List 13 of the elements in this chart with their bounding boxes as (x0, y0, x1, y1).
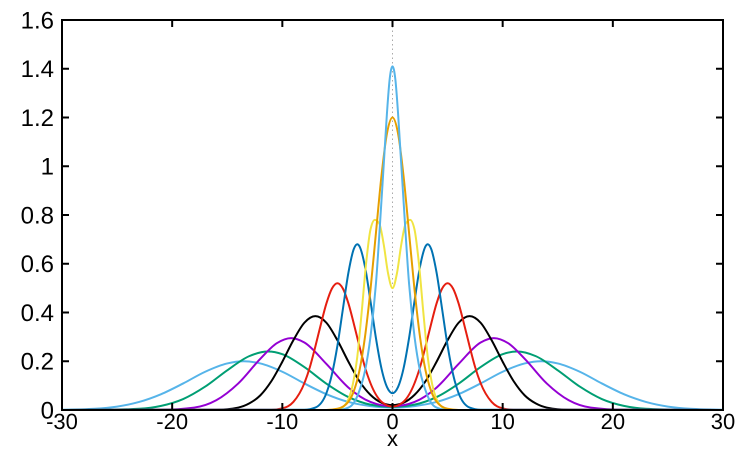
y-tick-label: 0.4 (20, 300, 54, 327)
y-tick-label: 0.2 (20, 348, 54, 376)
y-tick-label: 1.4 (20, 56, 54, 84)
y-tick-label: 1 (40, 154, 54, 181)
y-tick-label: 0.6 (20, 251, 54, 278)
x-tick-label: 30 (710, 409, 736, 434)
x-tick-label: 20 (600, 409, 626, 434)
y-tick-label: 1.6 (20, 7, 54, 34)
x-tick-label: 10 (490, 409, 515, 434)
x-tick-label: -10 (266, 409, 298, 434)
y-tick-label: 1.2 (20, 104, 54, 132)
x-tick-label: -20 (156, 409, 188, 434)
y-tick-label: 0.8 (20, 202, 54, 230)
